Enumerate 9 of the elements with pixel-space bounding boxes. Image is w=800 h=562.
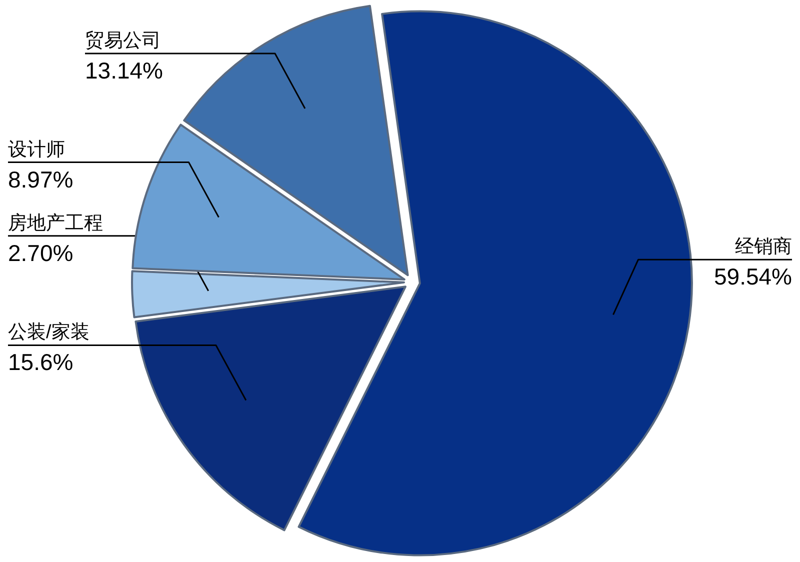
data-label: 59.54%	[714, 264, 792, 290]
slice-label: 设计师	[8, 139, 65, 160]
slice-label: 公装/家装	[8, 321, 90, 344]
data-label: 2.70%	[8, 240, 74, 266]
slice-label: 经销商	[735, 236, 792, 258]
slice-label: 贸易公司	[85, 30, 161, 52]
data-label: 8.97%	[8, 166, 74, 192]
data-label: 15.6%	[8, 349, 74, 376]
data-label: 13.14%	[85, 58, 164, 84]
